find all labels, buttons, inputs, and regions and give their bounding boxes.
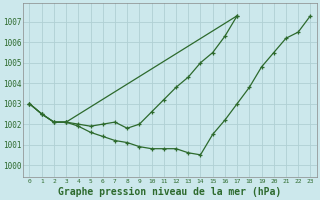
X-axis label: Graphe pression niveau de la mer (hPa): Graphe pression niveau de la mer (hPa) (58, 186, 282, 197)
